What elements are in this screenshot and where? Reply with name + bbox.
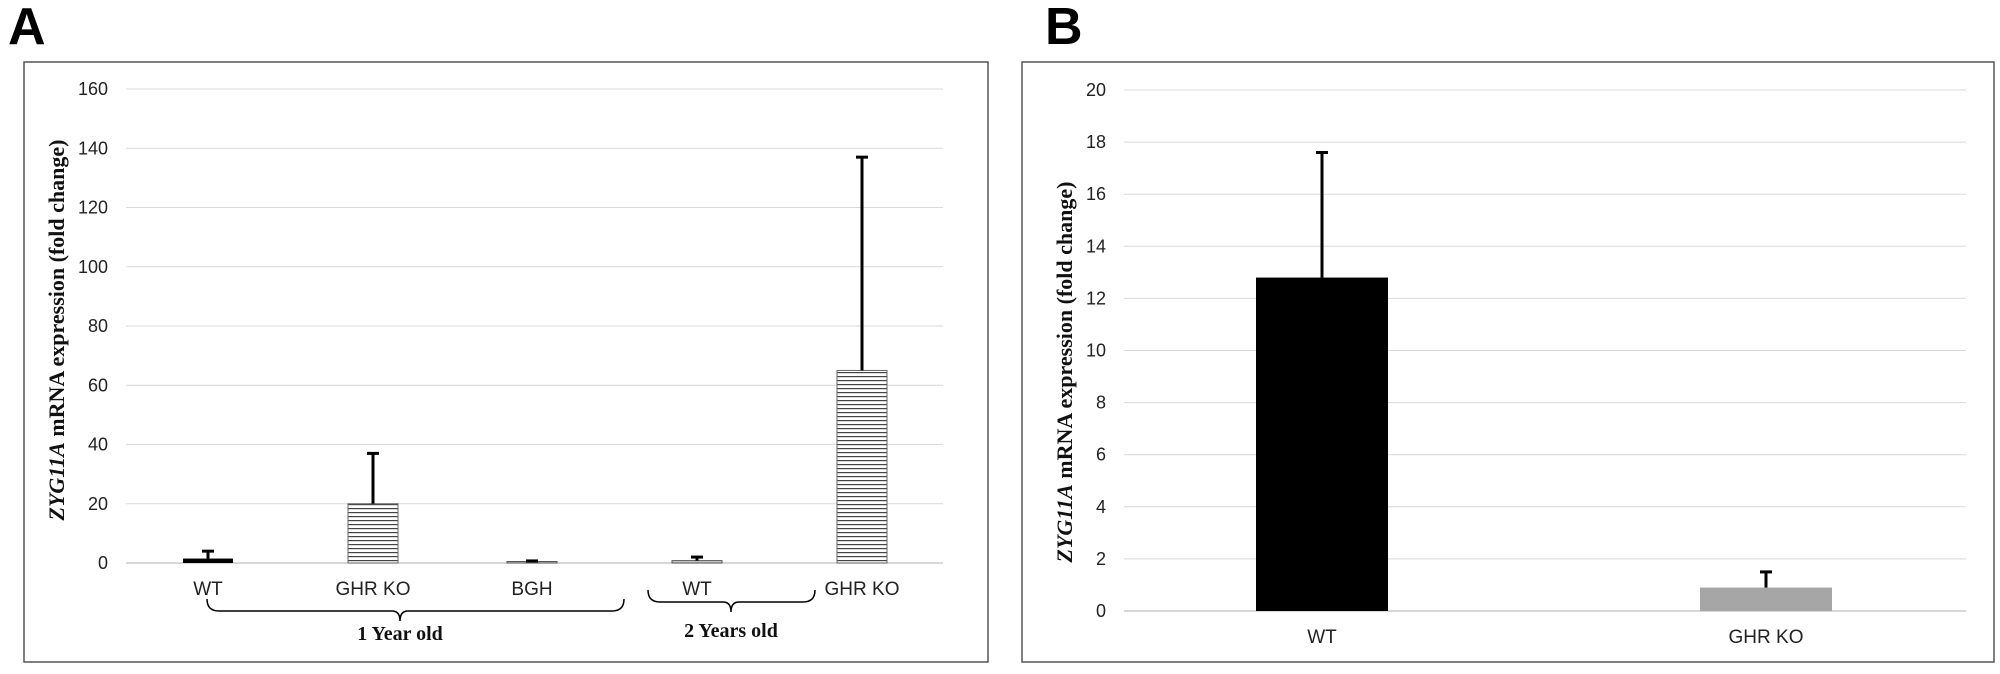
panel-b-y-ticks: 0 2 4 6 8 10 12 14 16 18 20 <box>1086 80 1106 621</box>
a-y-tick-label: 140 <box>78 138 108 158</box>
panel-a-group-brackets: 1 Year old 2 Years old <box>206 589 816 645</box>
a-y-tick-label: 120 <box>78 198 108 218</box>
a-y-tick-label: 20 <box>88 494 108 514</box>
a-bar <box>183 558 233 563</box>
panel-b-error-bars <box>1316 151 1772 588</box>
a-group-label: 2 Years old <box>684 620 778 642</box>
b-y-tick-label: 8 <box>1096 393 1106 413</box>
panel-a-letter: A <box>8 0 46 56</box>
a-y-tick-label: 80 <box>88 316 108 336</box>
a-y-tick-label: 100 <box>78 257 108 277</box>
a-error-bar <box>202 549 214 559</box>
b-bar <box>1700 587 1832 611</box>
b-y-tick-label: 20 <box>1086 80 1106 100</box>
panel-a-frame <box>23 61 989 663</box>
panel-b-chart: 0 2 4 6 8 10 12 14 16 18 20 WT GHR KO ZYG11A mRNA e… <box>1052 80 1966 648</box>
a-error-bar <box>367 451 379 504</box>
a-group-bracket <box>206 598 625 622</box>
b-y-tick-label: 6 <box>1096 445 1106 465</box>
a-category-label: WT <box>193 579 223 600</box>
a-category-label: WT <box>682 579 712 600</box>
panel-a-error-bars <box>202 155 868 563</box>
panel-b-y-axis-label: ZYG11A mRNA expression (fold change) <box>1052 182 1077 564</box>
panel-a-bars <box>183 369 888 564</box>
b-y-tick-label: 4 <box>1096 497 1106 517</box>
a-category-label: GHR KO <box>336 579 411 600</box>
b-bar <box>1256 277 1388 611</box>
a-error-bar <box>526 559 538 563</box>
panel-a-y-axis-label-text: mRNA expression (fold change) <box>44 140 69 443</box>
b-y-tick-label: 16 <box>1086 184 1106 204</box>
panel-b-y-axis-label-gene: ZYG11A <box>1052 484 1077 563</box>
panel-a-category-labels: WT GHR KO BGH WT GHR KO <box>193 579 899 600</box>
a-y-tick-label: 0 <box>98 553 108 573</box>
a-category-label: GHR KO <box>825 579 900 600</box>
a-error-bar <box>691 555 703 561</box>
panel-a-y-axis-label-gene: ZYG11A <box>44 442 69 521</box>
b-y-tick-label: 12 <box>1086 288 1106 308</box>
panel-a-chart: 0 20 40 60 80 100 120 140 160 WT GHR KO BGH WT GHR K… <box>44 79 943 645</box>
b-category-label: WT <box>1307 627 1337 648</box>
panel-b-letter: B <box>1045 0 1083 56</box>
b-y-tick-label: 2 <box>1096 549 1106 569</box>
b-y-tick-label: 10 <box>1086 341 1106 361</box>
a-y-tick-label: 60 <box>88 375 108 395</box>
a-bar <box>347 503 399 564</box>
panel-b-bars <box>1256 277 1832 611</box>
panel-b-gridlines <box>1124 89 1966 612</box>
panel-b-y-axis-label-text: mRNA expression (fold change) <box>1052 182 1077 485</box>
panel-a-y-ticks: 0 20 40 60 80 100 120 140 160 <box>78 79 108 573</box>
a-category-label: BGH <box>511 579 552 600</box>
panel-b-category-labels: WT GHR KO <box>1307 627 1803 648</box>
b-error-bar <box>1760 570 1772 588</box>
a-bar <box>836 369 888 564</box>
panel-a-gridlines <box>126 88 943 564</box>
a-group-bracket <box>647 589 816 613</box>
a-error-bar <box>856 155 868 371</box>
b-error-bar <box>1316 151 1328 278</box>
panel-a-y-axis-label: ZYG11A mRNA expression (fold change) <box>44 140 69 522</box>
a-y-tick-label: 40 <box>88 435 108 455</box>
panel-b-frame <box>1021 61 1995 663</box>
b-y-tick-label: 18 <box>1086 132 1106 152</box>
a-bar <box>671 560 723 564</box>
a-group-label: 1 Year old <box>357 623 443 645</box>
b-category-label: GHR KO <box>1729 627 1804 648</box>
b-y-tick-label: 0 <box>1096 601 1106 621</box>
b-y-tick-label: 14 <box>1086 236 1106 256</box>
a-y-tick-label: 160 <box>78 79 108 99</box>
